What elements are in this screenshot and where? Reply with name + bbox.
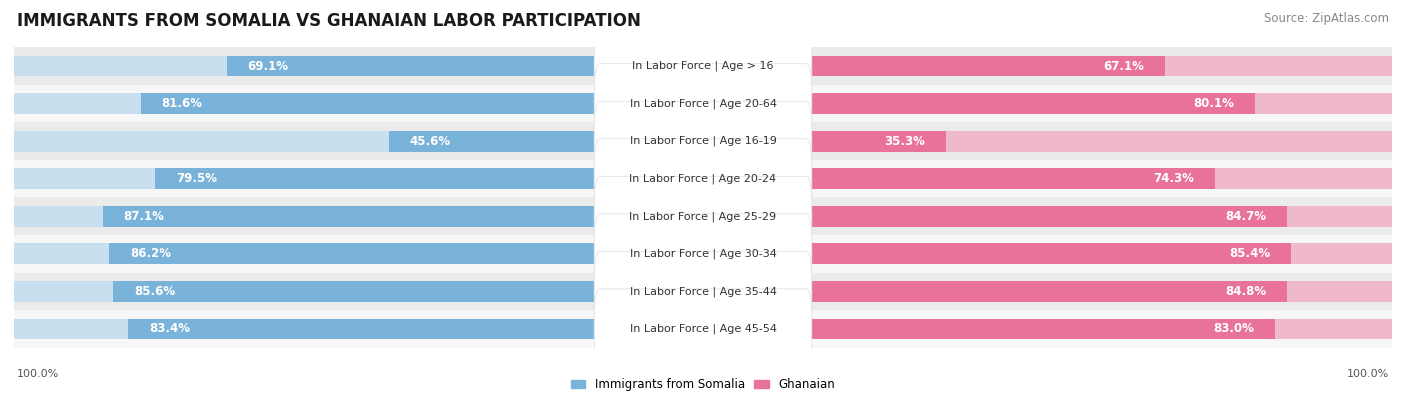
Bar [14, 310, 1392, 348]
Legend: Immigrants from Somalia, Ghanaian: Immigrants from Somalia, Ghanaian [567, 373, 839, 395]
Text: 79.5%: 79.5% [176, 172, 217, 185]
Text: In Labor Force | Age 20-64: In Labor Force | Age 20-64 [630, 98, 776, 109]
FancyBboxPatch shape [595, 289, 811, 369]
Bar [703, 168, 1392, 189]
Bar [14, 122, 1392, 160]
Bar [703, 206, 1286, 227]
Bar [703, 56, 1166, 77]
Bar [703, 243, 1291, 264]
Bar [703, 168, 1215, 189]
FancyBboxPatch shape [595, 139, 811, 219]
Bar [128, 318, 703, 339]
Bar [226, 56, 703, 77]
Text: 85.6%: 85.6% [134, 285, 176, 298]
Text: In Labor Force | Age 45-54: In Labor Force | Age 45-54 [630, 324, 776, 334]
Bar [703, 318, 1275, 339]
Bar [14, 318, 703, 339]
Text: 100.0%: 100.0% [17, 369, 59, 379]
Bar [14, 131, 703, 152]
Bar [703, 206, 1392, 227]
Bar [703, 56, 1392, 77]
Bar [14, 243, 703, 264]
FancyBboxPatch shape [595, 64, 811, 144]
Bar [14, 273, 1392, 310]
Bar [14, 206, 703, 227]
Bar [14, 93, 703, 114]
Text: In Labor Force | Age > 16: In Labor Force | Age > 16 [633, 61, 773, 71]
Bar [703, 281, 1392, 302]
Text: 69.1%: 69.1% [247, 60, 288, 73]
Bar [703, 281, 1288, 302]
FancyBboxPatch shape [595, 176, 811, 256]
Bar [14, 235, 1392, 273]
Text: In Labor Force | Age 16-19: In Labor Force | Age 16-19 [630, 136, 776, 147]
Bar [14, 281, 703, 302]
Text: 84.7%: 84.7% [1225, 210, 1265, 223]
Bar [14, 47, 1392, 85]
Bar [14, 168, 703, 189]
Bar [703, 131, 946, 152]
Bar [141, 93, 703, 114]
Bar [114, 281, 703, 302]
Text: 80.1%: 80.1% [1194, 97, 1234, 110]
Bar [14, 56, 703, 77]
Text: IMMIGRANTS FROM SOMALIA VS GHANAIAN LABOR PARTICIPATION: IMMIGRANTS FROM SOMALIA VS GHANAIAN LABO… [17, 12, 641, 30]
FancyBboxPatch shape [595, 251, 811, 331]
Bar [703, 318, 1392, 339]
Text: 83.4%: 83.4% [149, 322, 190, 335]
Bar [110, 243, 703, 264]
Text: 85.4%: 85.4% [1230, 247, 1271, 260]
Bar [703, 131, 1392, 152]
Bar [703, 93, 1254, 114]
Text: In Labor Force | Age 20-24: In Labor Force | Age 20-24 [630, 173, 776, 184]
Bar [703, 93, 1392, 114]
Text: Source: ZipAtlas.com: Source: ZipAtlas.com [1264, 12, 1389, 25]
Text: 35.3%: 35.3% [884, 135, 925, 148]
Bar [14, 85, 1392, 122]
Text: 86.2%: 86.2% [129, 247, 170, 260]
FancyBboxPatch shape [595, 101, 811, 181]
FancyBboxPatch shape [595, 26, 811, 106]
Bar [155, 168, 703, 189]
Text: 84.8%: 84.8% [1226, 285, 1267, 298]
Bar [389, 131, 703, 152]
Bar [14, 198, 1392, 235]
Bar [103, 206, 703, 227]
Text: 67.1%: 67.1% [1104, 60, 1144, 73]
Text: 74.3%: 74.3% [1153, 172, 1194, 185]
Text: 100.0%: 100.0% [1347, 369, 1389, 379]
Bar [703, 243, 1392, 264]
Text: 83.0%: 83.0% [1213, 322, 1254, 335]
FancyBboxPatch shape [595, 214, 811, 294]
Text: In Labor Force | Age 35-44: In Labor Force | Age 35-44 [630, 286, 776, 297]
Bar [14, 160, 1392, 198]
Text: 45.6%: 45.6% [409, 135, 451, 148]
Text: In Labor Force | Age 25-29: In Labor Force | Age 25-29 [630, 211, 776, 222]
Text: In Labor Force | Age 30-34: In Labor Force | Age 30-34 [630, 248, 776, 259]
Text: 81.6%: 81.6% [162, 97, 202, 110]
Text: 87.1%: 87.1% [124, 210, 165, 223]
